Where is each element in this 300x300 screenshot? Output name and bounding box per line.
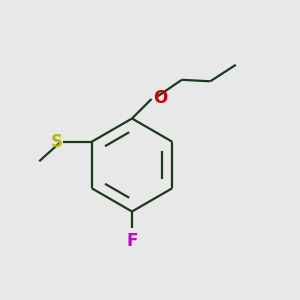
Text: O: O <box>153 89 167 107</box>
Text: S: S <box>50 133 62 151</box>
Text: F: F <box>126 232 138 250</box>
